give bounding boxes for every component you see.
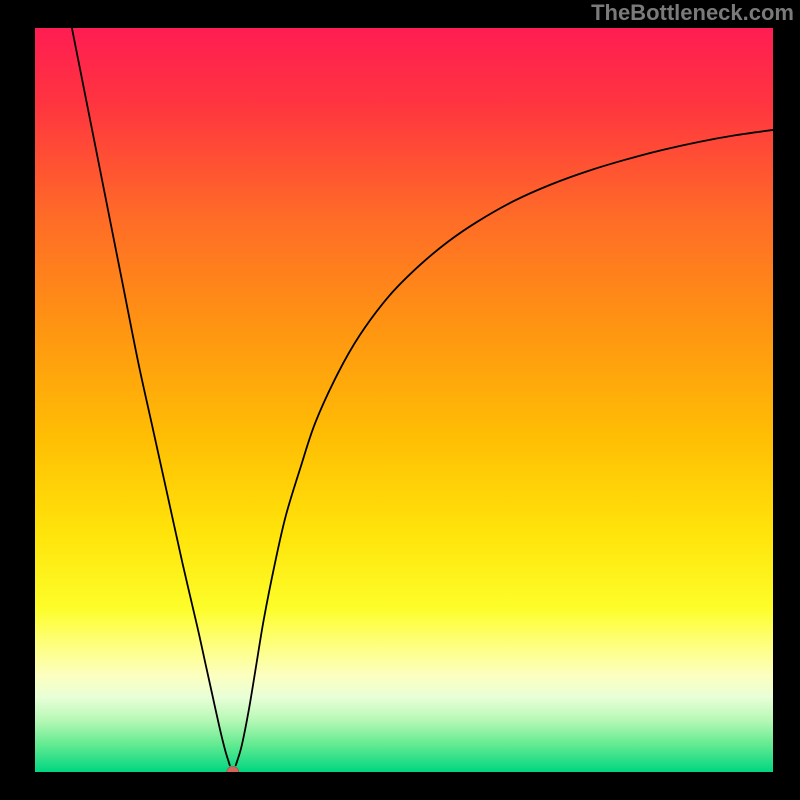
plot-svg bbox=[0, 0, 800, 800]
chart-container: TheBottleneck.com bbox=[0, 0, 800, 800]
watermark-text: TheBottleneck.com bbox=[591, 0, 794, 26]
